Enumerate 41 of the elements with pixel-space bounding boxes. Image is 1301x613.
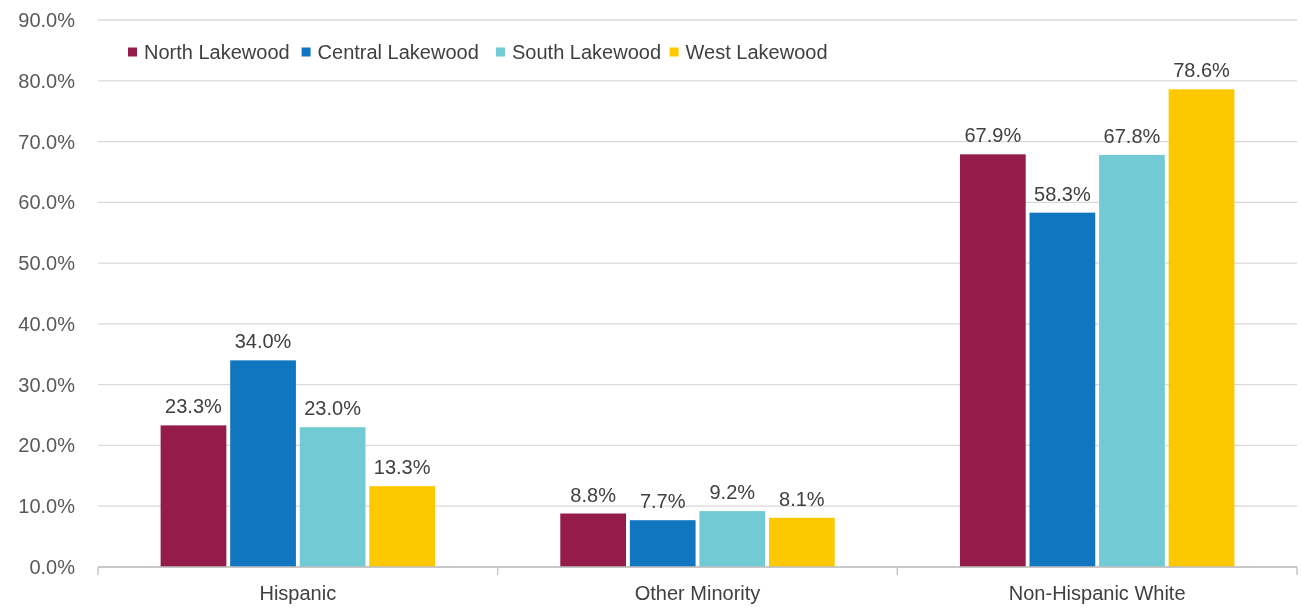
data-label: 8.1% xyxy=(779,487,825,510)
legend-label: West Lakewood xyxy=(685,41,828,63)
bar xyxy=(629,520,696,567)
legend-label: South Lakewood xyxy=(512,41,662,63)
bar xyxy=(959,154,1026,567)
data-label: 58.3% xyxy=(1034,182,1091,205)
data-label: 67.8% xyxy=(1103,124,1161,147)
x-tick-label: Non-Hispanic White xyxy=(1008,582,1186,604)
legend-label: Central Lakewood xyxy=(317,41,479,63)
x-tick-label: Hispanic xyxy=(259,582,337,604)
y-tick-label: 90.0% xyxy=(18,9,76,31)
data-label: 9.2% xyxy=(709,481,756,504)
data-label: 78.6% xyxy=(1173,59,1231,82)
bar xyxy=(560,513,627,567)
y-tick-label: 30.0% xyxy=(18,373,76,396)
legend-label: North Lakewood xyxy=(144,41,290,63)
y-tick-label: 20.0% xyxy=(18,434,76,457)
bar xyxy=(230,360,296,567)
bar xyxy=(369,486,436,567)
x-tick-label: Other Minority xyxy=(634,582,761,604)
y-tick-label: 50.0% xyxy=(18,252,76,275)
bar xyxy=(699,511,766,567)
bar xyxy=(1029,212,1096,567)
y-tick-label: 60.0% xyxy=(18,191,76,214)
bar xyxy=(1099,154,1165,567)
y-tick-label: 0.0% xyxy=(29,556,76,578)
bar xyxy=(299,427,366,567)
bar xyxy=(1168,89,1235,567)
y-tick-label: 10.0% xyxy=(18,495,76,518)
data-label: 13.3% xyxy=(373,456,431,479)
bar xyxy=(160,425,227,567)
y-tick-label: 80.0% xyxy=(18,69,76,92)
data-label: 67.9% xyxy=(964,124,1022,147)
y-tick-label: 40.0% xyxy=(18,312,76,335)
data-label: 7.7% xyxy=(639,490,686,513)
data-label: 34.0% xyxy=(234,330,292,353)
data-label: 23.3% xyxy=(165,395,223,418)
y-tick-label: 70.0% xyxy=(18,130,76,153)
data-label: 8.8% xyxy=(570,483,617,506)
bar xyxy=(768,517,835,567)
data-label: 23.0% xyxy=(304,397,362,420)
